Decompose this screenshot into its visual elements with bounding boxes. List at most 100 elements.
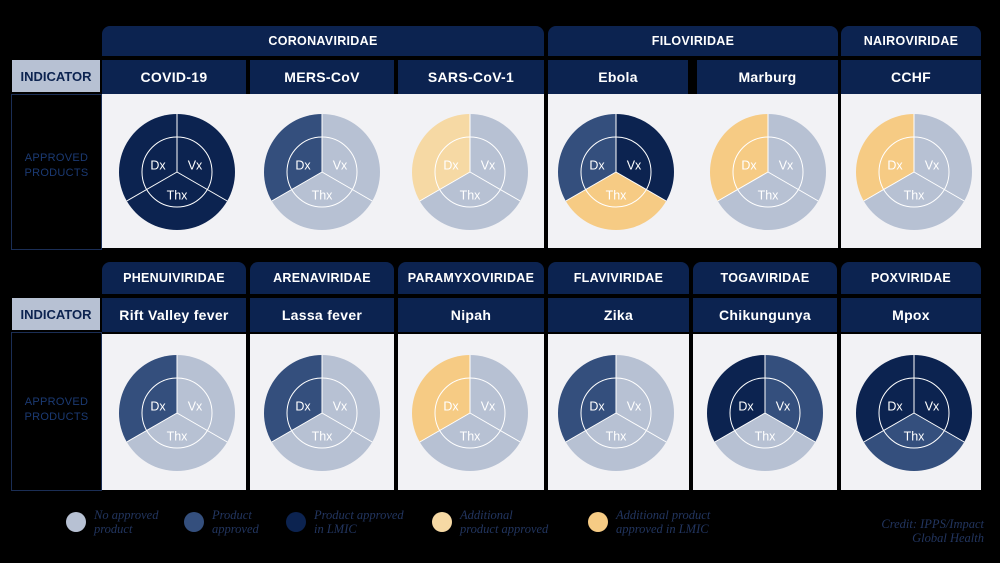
wheel-cchf-divider-1 — [913, 171, 965, 202]
wheel-rift-valley-fever-thx-segment — [126, 413, 228, 471]
legend-dot-product — [184, 512, 204, 532]
wheel-zika-dx-segment — [558, 355, 616, 442]
wheel-nipah-divider-1 — [469, 412, 521, 443]
wheel-sars-cov-1-vx-label: Vx — [481, 158, 496, 172]
wheel-covid-19-thx-segment — [126, 172, 228, 230]
wheel-chikungunya-divider-1 — [764, 412, 816, 443]
wheel-cchf-dx-segment — [855, 114, 914, 201]
wheel-mpox-divider-2 — [863, 412, 915, 443]
wheel-rift-valley-fever-divider-2 — [126, 412, 178, 443]
approved-products-label-bottom: APPROVED PRODUCTS — [24, 396, 89, 423]
wheel-marburg-vx-label: Vx — [779, 158, 794, 172]
indicator-label-top: INDICATOR — [12, 60, 100, 92]
wheel-cchf-vx-label: Vx — [925, 158, 940, 172]
wheel-nipah-vx-segment — [470, 355, 528, 442]
wheel-mers-cov-thx-label: Thx — [312, 188, 334, 202]
wheel-covid-19-vx-segment — [177, 114, 235, 201]
virus-header-mpox: Mpox — [841, 298, 981, 332]
wheel-rift-valley-fever-divider-1 — [176, 412, 228, 443]
family-header-nairoviridae: NAIROVIRIDAE — [841, 26, 981, 56]
wheel-rift-valley-fever-thx-label: Thx — [167, 429, 189, 443]
wheel-lassa-fever-dx-label: Dx — [295, 399, 311, 413]
wheel-lassa-fever-dx-segment — [264, 355, 322, 442]
wheel-lassa-fever-thx-segment — [271, 413, 373, 471]
wheel-mers-cov-divider-1 — [321, 171, 373, 202]
wheel-chikungunya-dx-segment — [707, 355, 765, 442]
virus-header-sars-cov-1: SARS-CoV-1 — [398, 60, 544, 94]
wheel-marburg-dx-label: Dx — [741, 158, 757, 172]
indicator-label-bottom: INDICATOR — [12, 298, 100, 330]
legend-text-additional: Additional product approved — [460, 508, 549, 536]
wheel-cchf-vx-segment — [914, 114, 973, 201]
legend-dot-additional — [432, 512, 452, 532]
wheel-cchf-divider-2 — [863, 171, 915, 202]
wheel-cchf-thx-label: Thx — [904, 188, 926, 202]
wheel-sars-cov-1-thx-label: Thx — [460, 188, 482, 202]
wheel-nipah-dx-label: Dx — [443, 399, 459, 413]
virus-header-lassa-fever: Lassa fever — [250, 298, 394, 332]
wheel-sars-cov-1-divider-2 — [419, 171, 471, 202]
legend-dot-none — [66, 512, 86, 532]
virus-header-rift-valley-fever: Rift Valley fever — [102, 298, 246, 332]
wheel-chikungunya-divider-2 — [714, 412, 766, 443]
wheel-mers-cov-dx-label: Dx — [295, 158, 311, 172]
wheel-lassa-fever-divider-2 — [271, 412, 323, 443]
virus-header-cchf: CCHF — [841, 60, 981, 94]
wheel-nipah-dx-segment — [412, 355, 470, 442]
family-header-togaviridae: TOGAVIRIDAE — [693, 262, 837, 294]
wheel-chikungunya-thx-label: Thx — [755, 429, 777, 443]
wheel-lassa-fever-vx-segment — [322, 355, 380, 442]
wheel-ebola-vx-label: Vx — [627, 158, 642, 172]
wheel-chikungunya-dx-label: Dx — [738, 399, 754, 413]
legend-text-additional-lmic: Additional product approved in LMIC — [616, 508, 711, 536]
wheel-nipah-divider-2 — [419, 412, 471, 443]
wheel-sars-cov-1-dx-label: Dx — [443, 158, 459, 172]
virus-header-nipah: Nipah — [398, 298, 544, 332]
wheel-rift-valley-fever-vx-segment — [177, 355, 235, 442]
family-header-phenuiviridae: PHENUIVIRIDAE — [102, 262, 246, 294]
legend-dot-lmic — [286, 512, 306, 532]
family-header-coronaviridae: CORONAVIRIDAE — [102, 26, 544, 56]
wheel-zika-thx-label: Thx — [606, 429, 628, 443]
legend-item-additional: Additional product approved — [432, 508, 548, 536]
approved-products-cell-bottom: APPROVED PRODUCTS — [11, 332, 102, 491]
wheel-lassa-fever-thx-label: Thx — [312, 429, 334, 443]
wheel-mpox-vx-label: Vx — [925, 399, 940, 413]
virus-header-covid19: COVID-19 — [102, 60, 246, 94]
wheel-sars-cov-1-dx-segment — [412, 114, 470, 201]
wheel-lassa-fever-divider-1 — [321, 412, 373, 443]
wheel-covid-19-divider-2 — [126, 171, 178, 202]
legend-text-lmic: Product approved in LMIC — [314, 508, 404, 536]
wheel-chikungunya-vx-label: Vx — [776, 399, 791, 413]
wheel-rift-valley-fever-dx-segment — [118, 355, 177, 442]
approved-products-cell-top: APPROVED PRODUCTS — [11, 94, 102, 250]
wheel-covid-19-thx-label: Thx — [167, 188, 189, 202]
wheel-mpox-dx-segment — [855, 355, 914, 442]
wheel-covid-19-divider-1 — [176, 171, 228, 202]
wheel-mers-cov-vx-segment — [322, 114, 380, 201]
wheel-lassa-fever-vx-label: Vx — [333, 399, 348, 413]
wheel-marburg-vx-segment — [768, 114, 827, 201]
virus-header-zika: Zika — [548, 298, 689, 332]
wheel-marburg-dx-segment — [710, 114, 768, 201]
wheel-mers-cov-thx-segment — [271, 172, 373, 230]
wheel-sars-cov-1-divider-1 — [469, 171, 521, 202]
wheel-covid-19-dx-segment — [119, 114, 177, 201]
virus-header-mers-cov: MERS-CoV — [250, 60, 394, 94]
family-header-arenaviridae: ARENAVIRIDAE — [250, 262, 394, 294]
wheel-zika-vx-label: Vx — [627, 399, 642, 413]
virus-header-ebola: Ebola — [548, 60, 688, 94]
wheel-covid-19-dx-label: Dx — [150, 158, 166, 172]
wheel-mers-cov-dx-segment — [264, 114, 322, 201]
legend-text-product: Product approved — [212, 508, 259, 536]
approved-products-label-top: APPROVED PRODUCTS — [24, 152, 89, 179]
wheel-mpox-thx-label: Thx — [904, 429, 926, 443]
wheel-ebola-thx-label: Thx — [606, 188, 628, 202]
wheel-ebola-divider-1 — [615, 171, 667, 202]
wheel-mpox-dx-label: Dx — [887, 399, 903, 413]
legend-text-none: No approved product — [94, 508, 159, 536]
wheel-zika-divider-2 — [565, 412, 617, 443]
wheel-ebola-dx-segment — [558, 114, 616, 201]
legend-item-lmic: Product approved in LMIC — [286, 508, 404, 536]
wheel-marburg-divider-2 — [717, 171, 769, 202]
